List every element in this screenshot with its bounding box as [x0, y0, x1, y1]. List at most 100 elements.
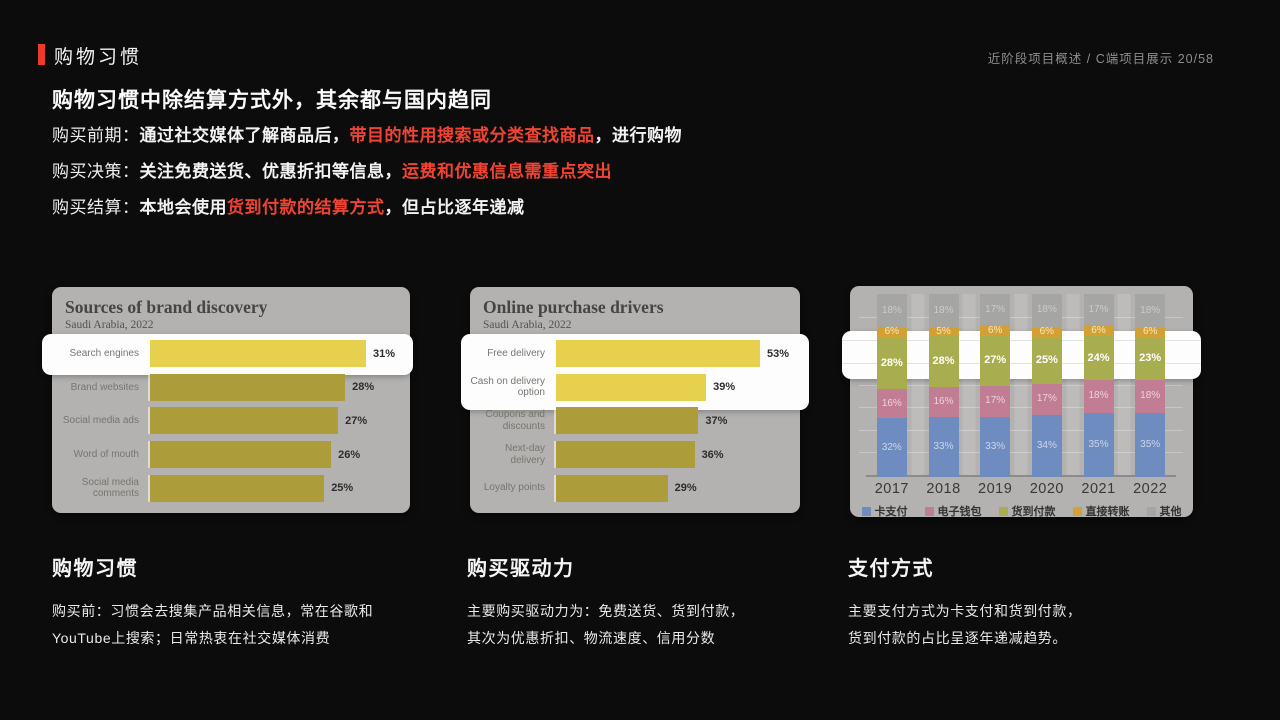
bar-category-label: Social media ads — [62, 415, 139, 427]
chart-title: Online purchase drivers — [483, 297, 664, 317]
bar-track: 28% — [148, 373, 400, 401]
section-title: 购买驱动力 — [467, 558, 575, 580]
legend-swatch — [1146, 506, 1156, 516]
legend-item: 电子钱包 — [924, 503, 982, 519]
bar-row: Search engines 31% — [52, 337, 400, 371]
bar-track: 27% — [148, 407, 400, 435]
stack-segment: 6% — [1135, 327, 1166, 338]
stack-segment: 6% — [1031, 327, 1062, 338]
stacked-bar: 18% 6% 28% 16% 32% — [876, 294, 907, 477]
legend-item: 其他 — [1146, 503, 1182, 519]
legend-label: 卡支付 — [874, 506, 908, 518]
bar-fill — [556, 474, 668, 502]
bar-value: 37% — [705, 414, 728, 427]
bar-column: 18% 6% 28% 16% 32% — [866, 294, 918, 477]
bar-category-label: Word of mouth — [73, 448, 139, 460]
bar-fill — [556, 340, 760, 368]
bar-category-label: Search engines — [69, 348, 140, 360]
intro-line-text: 通过社交媒体了解商品后， — [139, 126, 350, 145]
summary-payment-methods: 支付方式 主要支付方式为卡支付和货到付款， 货到付款的占比呈逐年递减趋势。 — [848, 552, 1228, 651]
bar-value: 29% — [674, 482, 697, 495]
stack-segment: 25% — [1031, 337, 1062, 384]
section-body: 主要购买驱动力为：免费送货、货到付款， 其次为优惠折扣、物流速度、信用分数 — [467, 603, 745, 646]
bar-row: Social media comments 25% — [52, 471, 400, 505]
stack-segment: 18% — [1031, 294, 1062, 327]
bar-track: 29% — [554, 474, 790, 502]
breadcrumb: 近阶段项目概述 / C端项目展示 20/58 — [987, 52, 1214, 66]
bar-category-label: Cash on delivery option — [470, 375, 545, 399]
x-axis-labels: 2017 2018 2019 2020 2021 2022 — [866, 481, 1176, 497]
bar-category-label: Next-day delivery — [504, 443, 545, 466]
gridline — [859, 316, 1183, 318]
bar-row: Free delivery 53% — [470, 337, 790, 371]
intro-line-text: ，进行购物 — [594, 126, 682, 145]
stack-segment: 17% — [1083, 294, 1114, 326]
gridline — [859, 384, 1183, 386]
bar-fill — [150, 407, 339, 435]
chart-card-payment-methods: 18% 6% 28% 16% 32% 18% 5% 28% 16% 33% 17% 6% 27% 17% 3… — [842, 286, 1201, 519]
bar-fill — [556, 373, 707, 401]
stack-segment: 35% — [1083, 412, 1114, 477]
intro-line-highlight: 带目的性用搜索或分类查找商品 — [349, 126, 595, 145]
legend-swatch — [998, 506, 1008, 516]
bar-value: 26% — [338, 448, 361, 461]
bar-row: Coupons and discounts 37% — [470, 404, 790, 438]
bar-column: 18% 6% 23% 18% 35% — [1124, 294, 1176, 477]
legend-item: 卡支付 — [861, 503, 908, 519]
bar-row: Next-day delivery 36% — [470, 438, 790, 472]
stack-segment: 17% — [980, 385, 1011, 417]
stacked-bars: 18% 6% 28% 16% 32% 18% 5% 28% 16% 33% 17% 6% 27% 17% 3… — [866, 294, 1176, 477]
legend-label: 其他 — [1159, 506, 1182, 518]
stack-segment: 17% — [1031, 383, 1062, 415]
stack-segment: 35% — [1135, 412, 1166, 477]
section-body: 购买前：习惯会去搜集产品相关信息，常在谷歌和 YouTube上搜索；日常热衷在社… — [52, 603, 374, 646]
stack-segment: 6% — [876, 327, 907, 338]
stack-segment: 6% — [980, 325, 1011, 337]
bar-column: 18% 6% 25% 17% 34% — [1021, 294, 1073, 477]
bar-fill — [150, 340, 366, 368]
chart-card-purchase-drivers: Online purchase drivers Saudi Arabia, 20… — [461, 287, 809, 513]
bar-category-label: Social media comments — [81, 476, 139, 500]
stack-segment: 18% — [928, 294, 959, 327]
bar-value: 27% — [345, 414, 368, 427]
bar-row: Word of mouth 26% — [52, 438, 400, 472]
summary-purchase-drivers: 购买驱动力 主要购买驱动力为：免费送货、货到付款， 其次为优惠折扣、物流速度、信… — [467, 552, 827, 651]
stacked-bar: 18% 5% 28% 16% 33% — [928, 294, 959, 477]
stack-segment: 28% — [876, 337, 907, 390]
stack-segment: 23% — [1135, 337, 1166, 381]
intro-line-highlight: 货到付款的结算方式 — [227, 198, 385, 217]
legend-swatch — [924, 506, 934, 516]
stack-segment: 24% — [1083, 336, 1114, 381]
intro-block: 购买前期：通过社交媒体了解商品后，带目的性用搜索或分类查找商品，进行购物 购买决… — [52, 118, 682, 226]
title-accent-bar — [38, 44, 45, 65]
bar-fill — [556, 441, 695, 469]
stack-segment: 16% — [876, 389, 907, 419]
stacked-bar: 17% 6% 24% 18% 35% — [1083, 294, 1114, 477]
bar-value: 36% — [701, 448, 724, 461]
bar-fill — [150, 441, 332, 469]
bar-column: 18% 5% 28% 16% 33% — [918, 294, 970, 477]
intro-line-text: 本地会使用 — [139, 198, 227, 217]
x-axis-tick-label: 2022 — [1133, 481, 1168, 497]
headline: 购物习惯中除结算方式外，其余都与国内趋同 — [52, 89, 492, 112]
summary-shopping-habits: 购物习惯 购买前：习惯会去搜集产品相关信息，常在谷歌和 YouTube上搜索；日… — [52, 552, 432, 651]
section-title: 支付方式 — [848, 558, 934, 580]
stack-segment: 5% — [928, 326, 959, 336]
bar-value: 31% — [373, 347, 396, 360]
intro-line-text: ，但占比逐年递减 — [384, 198, 525, 217]
chart-title: Sources of brand discovery — [65, 297, 268, 317]
stacked-bar: 17% 6% 27% 17% 33% — [980, 294, 1011, 477]
bar-value: 28% — [352, 381, 375, 394]
stacked-bar: 18% 6% 23% 18% 35% — [1135, 294, 1166, 477]
stack-segment: 28% — [928, 336, 959, 388]
gridline — [859, 407, 1183, 409]
x-axis-tick-label: 2019 — [978, 481, 1013, 497]
bar-category-label: Brand websites — [70, 381, 139, 393]
x-axis-tick-label: 2018 — [926, 481, 961, 497]
legend-item: 货到付款 — [998, 503, 1056, 519]
intro-line-label: 购买前期： — [52, 126, 140, 145]
bar-category-label: Loyalty points — [483, 482, 545, 494]
intro-line-text: 关注免费送货、优惠折扣等信息， — [139, 162, 402, 181]
bar-track: 39% — [554, 373, 790, 401]
